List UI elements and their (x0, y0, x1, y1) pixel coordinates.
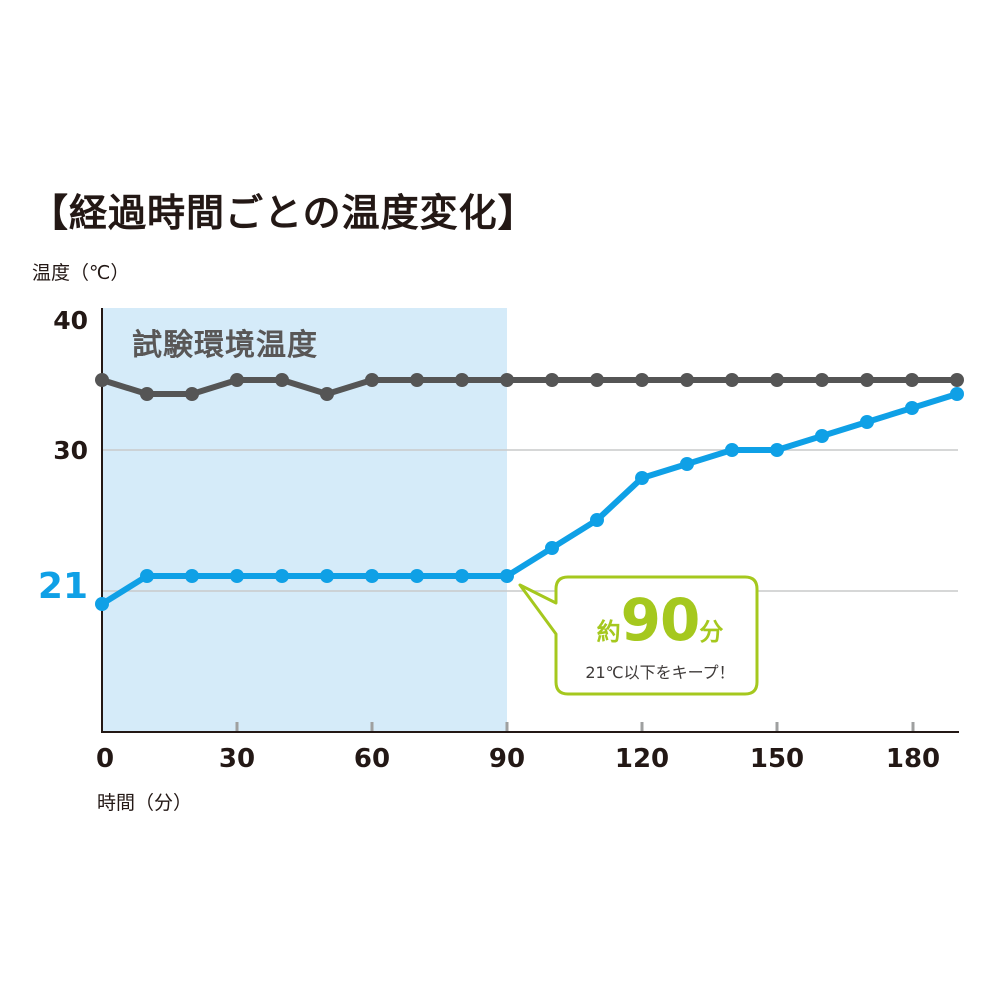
data-point (680, 457, 694, 471)
callout-suffix: 分 (699, 618, 724, 646)
callout-subtext: 21℃以下をキープ！ (585, 663, 735, 682)
x-tick-30: 30 (218, 744, 256, 774)
data-point (365, 569, 379, 583)
data-point (635, 471, 649, 485)
data-point (905, 401, 919, 415)
data-point (770, 443, 784, 457)
callout-headline: 約90分 (560, 590, 760, 650)
data-point (230, 569, 244, 583)
data-point (950, 373, 964, 387)
callout-number: 90 (620, 586, 701, 654)
data-point (410, 373, 424, 387)
x-tick-150: 150 (749, 744, 805, 774)
data-point (725, 373, 739, 387)
data-point (860, 373, 874, 387)
data-point (140, 387, 154, 401)
test-environment-band-label: 試験環境温度 (132, 328, 318, 363)
x-tick-90: 90 (488, 744, 526, 774)
data-point (455, 569, 469, 583)
data-point (365, 373, 379, 387)
data-point (185, 387, 199, 401)
data-point (590, 513, 604, 527)
chart-title: 【経過時間ごとの温度変化】 (30, 191, 537, 235)
x-ticks (235, 722, 915, 732)
data-point (545, 541, 559, 555)
data-point (95, 597, 109, 611)
y-axis-label: 温度（℃） (32, 262, 130, 284)
data-point (950, 387, 964, 401)
data-point (590, 373, 604, 387)
callout-prefix: 約 (596, 618, 621, 646)
data-point (770, 373, 784, 387)
data-point (905, 373, 919, 387)
data-point (95, 373, 109, 387)
x-tick-60: 60 (353, 744, 391, 774)
data-point (500, 373, 514, 387)
y-tick-21-highlight: 21 (37, 566, 88, 607)
product-temperature-line (95, 387, 964, 611)
data-point (320, 387, 334, 401)
data-point (410, 569, 424, 583)
x-tick-0: 0 (96, 744, 115, 774)
x-axis-label: 時間（分） (97, 792, 193, 814)
data-point (635, 373, 649, 387)
test-environment-band (102, 308, 507, 732)
environment-temperature-line (95, 373, 964, 401)
data-point (230, 373, 244, 387)
data-point (815, 429, 829, 443)
data-point (500, 569, 514, 583)
data-point (680, 373, 694, 387)
data-point (275, 569, 289, 583)
x-tick-180: 180 (885, 744, 941, 774)
y-tick-30: 30 (53, 436, 88, 465)
data-point (725, 443, 739, 457)
data-point (860, 415, 874, 429)
callout-bubble (518, 575, 759, 696)
y-tick-40: 40 (53, 306, 88, 335)
data-point (185, 569, 199, 583)
data-point (545, 373, 559, 387)
data-point (140, 569, 154, 583)
data-point (275, 373, 289, 387)
data-point (815, 373, 829, 387)
data-point (455, 373, 469, 387)
x-tick-120: 120 (614, 744, 670, 774)
data-point (320, 569, 334, 583)
